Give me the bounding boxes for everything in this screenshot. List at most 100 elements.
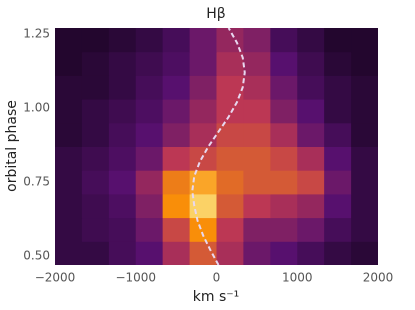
heatmap-cell: [270, 146, 298, 171]
heatmap-cell: [55, 241, 83, 265]
heatmap-cell: [162, 217, 191, 242]
heatmap-cell: [324, 51, 352, 76]
heatmap-cell: [324, 75, 352, 100]
heatmap-cell: [108, 170, 137, 195]
heatmap-cell: [351, 193, 378, 219]
heatmap-cell: [324, 99, 352, 124]
x-tick-label: −1000: [115, 271, 156, 285]
heatmap-cell: [162, 193, 191, 219]
heatmap-cell: [108, 51, 137, 76]
heatmap-cell: [162, 241, 191, 265]
heatmap-cell: [55, 99, 83, 124]
heatmap-cell: [81, 75, 110, 100]
heatmap-cell: [189, 122, 217, 147]
heatmap-cell: [324, 122, 352, 147]
heatmap-cell: [351, 170, 378, 195]
x-tick-label: 0: [213, 271, 221, 285]
heatmap-cell: [81, 170, 110, 195]
heatmap-cell: [270, 51, 298, 76]
heatmap-cell: [189, 51, 217, 76]
heatmap-cell: [324, 241, 352, 265]
heatmap-cell: [243, 75, 271, 100]
heatmap-cell: [297, 217, 325, 242]
heatmap-cell: [297, 146, 325, 171]
heatmap-cell: [297, 241, 325, 265]
heatmap-cell: [189, 99, 217, 124]
heatmap-cell: [351, 217, 378, 242]
heatmap-cell: [243, 193, 271, 219]
heatmap-cell: [135, 146, 164, 171]
heatmap-cell: [189, 28, 217, 53]
heatmap-cell: [324, 146, 352, 171]
heatmap-cell: [81, 28, 110, 53]
velocity-curve: [191, 28, 246, 265]
heatmap-cell: [108, 122, 137, 147]
heatmap-cell: [297, 193, 325, 219]
heatmap-cell: [243, 217, 271, 242]
overlay: [191, 28, 246, 265]
heatmap-cell: [324, 170, 352, 195]
heatmap-cell: [297, 99, 325, 124]
heatmap-cell: [162, 75, 191, 100]
heatmap-cell: [189, 75, 217, 100]
heatmap-cell: [135, 122, 164, 147]
heatmap-cell: [135, 217, 164, 242]
heatmap-cell: [135, 193, 164, 219]
heatmap-cell: [55, 122, 83, 147]
heatmap-cell: [351, 51, 378, 76]
heatmap-cell: [162, 28, 191, 53]
heatmap-cell: [162, 146, 191, 171]
x-tick-label: 2000: [363, 271, 394, 285]
heatmap-cell: [216, 217, 244, 242]
heatmap-cell: [351, 99, 378, 124]
heatmap-cell: [351, 241, 378, 265]
heatmap-cell: [55, 146, 83, 171]
heatmap-cell: [351, 146, 378, 171]
heatmap-cell: [162, 99, 191, 124]
heatmap-cell: [297, 122, 325, 147]
heatmap-cell: [162, 170, 191, 195]
x-tick-label: 1000: [282, 271, 313, 285]
heatmap-cell: [297, 28, 325, 53]
heatmap-cell: [243, 170, 271, 195]
x-axis-label: km s⁻¹: [193, 289, 240, 305]
heatmap-cell: [216, 170, 244, 195]
heatmap-cell: [189, 146, 217, 171]
y-axis-label: orbital phase: [4, 100, 20, 192]
heatmap-cell: [324, 28, 352, 53]
heatmap-cell: [55, 217, 83, 242]
y-tick-label: 0.75: [23, 175, 50, 189]
heatmap-cell: [270, 28, 298, 53]
heatmap-cell: [270, 99, 298, 124]
heatmap-cell: [189, 241, 217, 265]
heatmap-cell: [55, 51, 83, 76]
heatmap-cell: [216, 193, 244, 219]
heatmap-cell: [135, 51, 164, 76]
heatmap-cell: [108, 146, 137, 171]
heatmap-cell: [324, 217, 352, 242]
heatmap-cell: [55, 170, 83, 195]
heatmap-cell: [216, 51, 244, 76]
heatmap-cell: [108, 75, 137, 100]
heatmap-cell: [216, 146, 244, 171]
x-tick-label: −2000: [35, 271, 76, 285]
heatmap-cell: [243, 99, 271, 124]
heatmap-cell: [135, 170, 164, 195]
heatmap-cell: [297, 75, 325, 100]
heatmap-cell: [243, 146, 271, 171]
heatmap-cell: [55, 193, 83, 219]
heatmap-cell: [135, 75, 164, 100]
y-tick-label: 0.50: [23, 249, 50, 263]
heatmap-cell: [270, 193, 298, 219]
heatmap-cell: [162, 122, 191, 147]
heatmap-cell: [270, 75, 298, 100]
heatmap-cell: [81, 241, 110, 265]
heatmap-cell: [216, 241, 244, 265]
heatmap-cell: [324, 193, 352, 219]
heatmap-cell: [81, 51, 110, 76]
heatmap-cell: [55, 28, 83, 53]
heatmap-cell: [135, 28, 164, 53]
heatmap-cell: [135, 241, 164, 265]
heatmap-cell: [108, 28, 137, 53]
